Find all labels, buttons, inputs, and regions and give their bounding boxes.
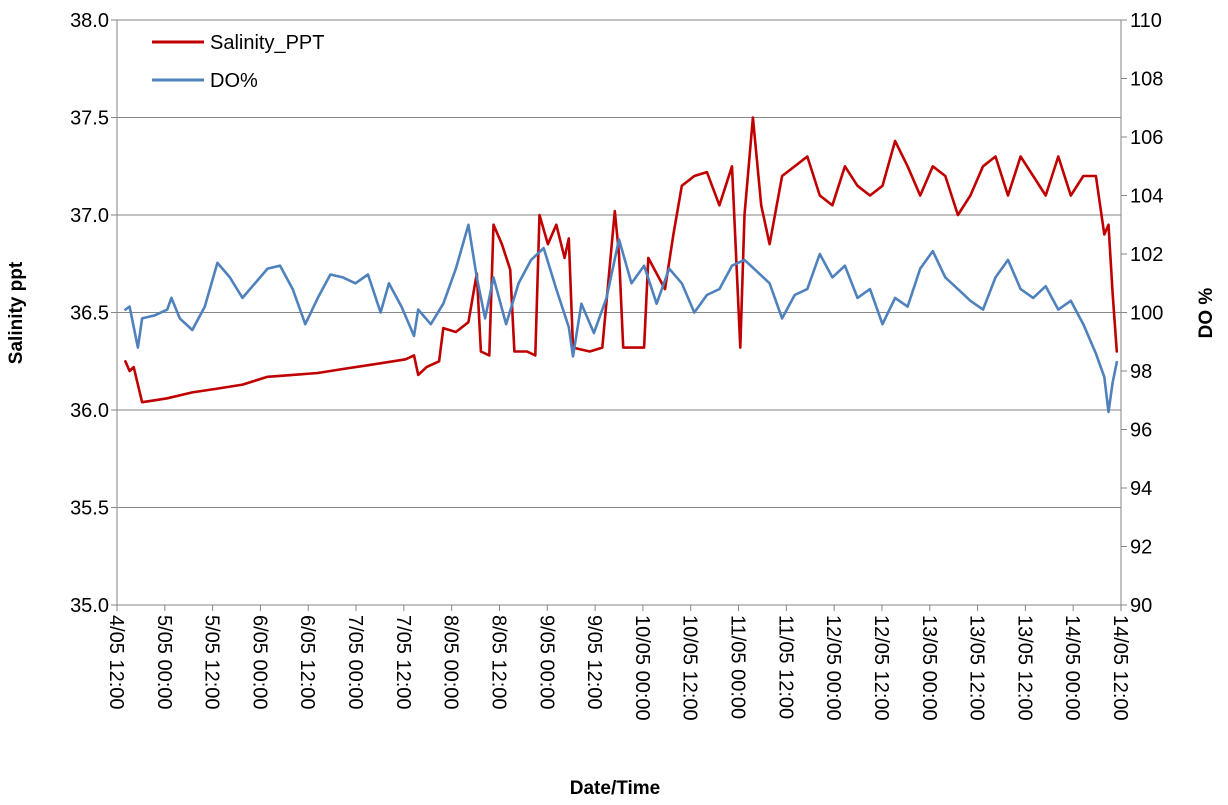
y2-axis-title: DO % [1196,288,1217,339]
x-tick-label: 11/05 00:00 [727,615,749,719]
x-tick-label: 9/05 00:00 [535,615,557,710]
x-tick-label: 13/05 12:00 [966,615,988,721]
y-tick-label: 37.5 [70,108,109,130]
x-tick-label: 13/05 12:00 [1013,615,1035,721]
y-axis-title: Salinity ppt [6,261,27,364]
x-tick-label: 6/05 00:00 [248,615,270,710]
right-y-tick-labels: 90 92 94 96 98 100 102 104 106 108 110 [1121,10,1163,617]
x-tick-label: 10/05 00:00 [631,615,653,721]
y-tick-label: 36.5 [70,303,109,325]
y2-tick-label: 108 [1130,69,1163,91]
y2-tick-label: 90 [1130,595,1152,617]
legend-label-salinity: Salinity_PPT [210,32,325,54]
y-tick-label: 35.0 [70,595,109,617]
gridlines [117,19,1121,508]
series-layer [124,116,1119,414]
y2-tick-label: 92 [1130,537,1152,559]
x-tick-label: 8/05 00:00 [440,615,462,710]
y2-tick-label: 96 [1130,420,1152,442]
x-tick-label: 4/05 12:00 [105,615,127,710]
x-tick-label: 10/05 12:00 [679,615,701,721]
x-tick-labels: 4/05 12:00 5/05 00:00 5/05 12:00 6/05 00:00… [105,605,1131,721]
legend: Salinity_PPT DO% [152,32,325,92]
y-tick-label: 38.0 [70,10,109,32]
x-tick-label: 14/05 00:00 [1061,615,1083,721]
x-axis-title: Date/Time [570,778,660,799]
y-tick-label: 35.5 [70,498,109,520]
x-tick-label: 8/05 12:00 [487,615,509,710]
x-tick-label: 5/05 00:00 [153,615,175,710]
x-tick-label: 6/05 12:00 [296,615,318,710]
x-tick-label: 12/05 12:00 [870,615,892,721]
x-tick-label: 7/05 00:00 [344,615,366,710]
x-tick-label: 7/05 12:00 [392,615,414,710]
y2-tick-label: 94 [1130,478,1152,500]
x-tick-label: 11/05 12:00 [774,615,796,719]
y-tick-label: 36.0 [70,400,109,422]
x-tick-label: 13/05 00:00 [918,615,940,721]
legend-label-do: DO% [210,70,258,92]
y2-tick-label: 98 [1130,361,1152,383]
y2-tick-label: 106 [1130,127,1163,149]
series-line-do [124,223,1119,414]
x-tick-label: 14/05 12:00 [1109,615,1131,721]
x-tick-label: 9/05 12:00 [583,615,605,710]
series-line-salinity [124,116,1119,404]
y2-tick-label: 100 [1130,303,1163,325]
left-y-tick-labels: 35.0 35.5 36.0 36.5 37.0 37.5 38.0 [70,10,117,617]
y-tick-label: 37.0 [70,205,109,227]
y2-tick-label: 104 [1130,186,1163,208]
x-tick-label: 5/05 12:00 [201,615,223,710]
x-tick-label: 12/05 00:00 [822,615,844,721]
y2-tick-label: 102 [1130,244,1163,266]
y2-tick-label: 110 [1130,10,1162,32]
